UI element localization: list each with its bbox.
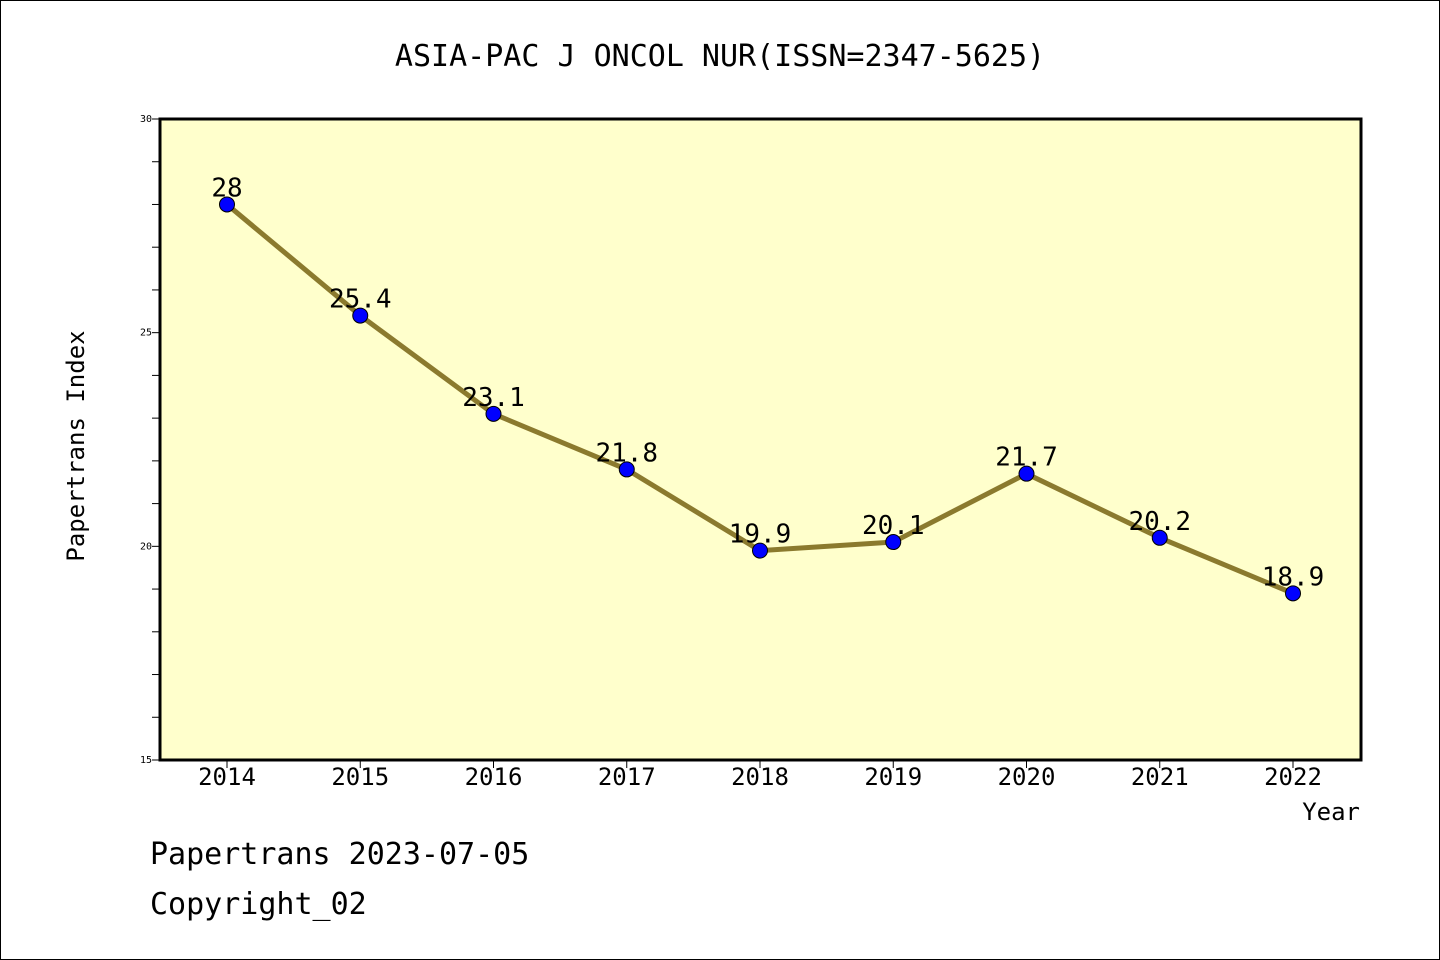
x-tick-label: 2022 [1264, 763, 1322, 791]
data-point [1151, 529, 1168, 546]
y-axis-ticks: 15 20 25 30 [140, 114, 160, 766]
data-label: 21.7 [995, 443, 1058, 473]
data-markers [219, 196, 1301, 602]
data-label: 20.1 [862, 511, 925, 541]
data-labels: 28 25.4 23.1 21.8 19.9 20.1 21.7 20.2 18.9 [211, 173, 1324, 592]
x-tick-label: 2018 [731, 763, 789, 791]
y-tick-label: 25 [140, 328, 152, 339]
plot-area [158, 117, 1363, 762]
footer-date: Papertrans 2023-07-05 [150, 837, 529, 872]
x-axis-ticks: 2014 2015 2016 2017 2018 2019 2020 2021 2022 [198, 760, 1322, 791]
x-tick-label: 2016 [465, 763, 523, 791]
data-point [618, 461, 635, 478]
data-label: 20.2 [1128, 507, 1191, 537]
data-point [219, 196, 235, 213]
data-label: 28 [211, 173, 242, 203]
data-label: 21.8 [595, 438, 658, 468]
y-axis-label: Papertrans Index [62, 330, 90, 561]
x-tick-label: 2017 [598, 763, 656, 791]
x-tick-label: 2021 [1131, 763, 1189, 791]
data-point [752, 542, 768, 559]
x-tick-label: 2014 [198, 763, 256, 791]
data-label: 25.4 [329, 285, 392, 315]
data-point [1285, 585, 1301, 602]
y-tick-label: 30 [140, 114, 152, 125]
x-tick-label: 2020 [998, 763, 1056, 791]
footer-copyright: Copyright_02 [150, 887, 367, 922]
data-point [485, 405, 502, 422]
data-label: 23.1 [462, 383, 525, 413]
x-tick-label: 2015 [331, 763, 389, 791]
data-label: 19.9 [729, 520, 792, 550]
data-label: 18.9 [1262, 562, 1325, 592]
data-point [885, 534, 902, 551]
y-tick-label: 20 [140, 541, 152, 552]
x-axis-label: Year [1302, 798, 1360, 826]
data-point [1018, 465, 1035, 482]
y-tick-label: 15 [140, 755, 152, 766]
data-point [352, 307, 369, 324]
x-tick-label: 2019 [864, 763, 922, 791]
chart-title: ASIA-PAC J ONCOL NUR(ISSN=2347-5625) [395, 39, 1045, 74]
